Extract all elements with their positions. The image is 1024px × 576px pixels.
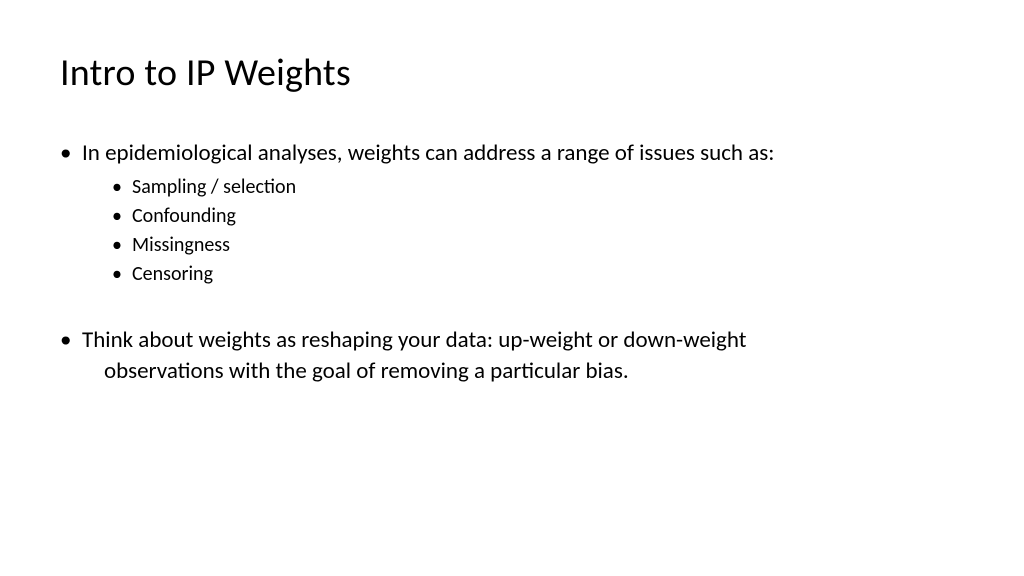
bullet-text: In epidemiological analyses, weights can…: [82, 139, 774, 167]
spacer: [60, 295, 964, 325]
bullet-list-level1: In epidemiological analyses, weights can…: [60, 138, 964, 289]
bullet-item-2: Think about weights as reshaping your da…: [60, 325, 964, 387]
bullet-text: Think about weights as reshaping your da…: [82, 326, 746, 354]
slide-title: Intro to IP Weights: [60, 50, 964, 96]
bullet-item-1: In epidemiological analyses, weights can…: [60, 138, 964, 289]
slide-container: Intro to IP Weights In epidemiological a…: [0, 0, 1024, 576]
sub-bullet-item: Confounding: [112, 202, 964, 231]
bullet-list-level2: Sampling / selection Confounding Missing…: [82, 173, 964, 289]
sub-bullet-item: Missingness: [112, 231, 964, 260]
sub-bullet-item: Censoring: [112, 260, 964, 289]
sub-bullet-item: Sampling / selection: [112, 173, 964, 202]
slide-body: In epidemiological analyses, weights can…: [60, 138, 964, 387]
bullet-list-level1: Think about weights as reshaping your da…: [60, 325, 964, 387]
bullet-text-continuation: observations with the goal of removing a…: [82, 356, 964, 387]
